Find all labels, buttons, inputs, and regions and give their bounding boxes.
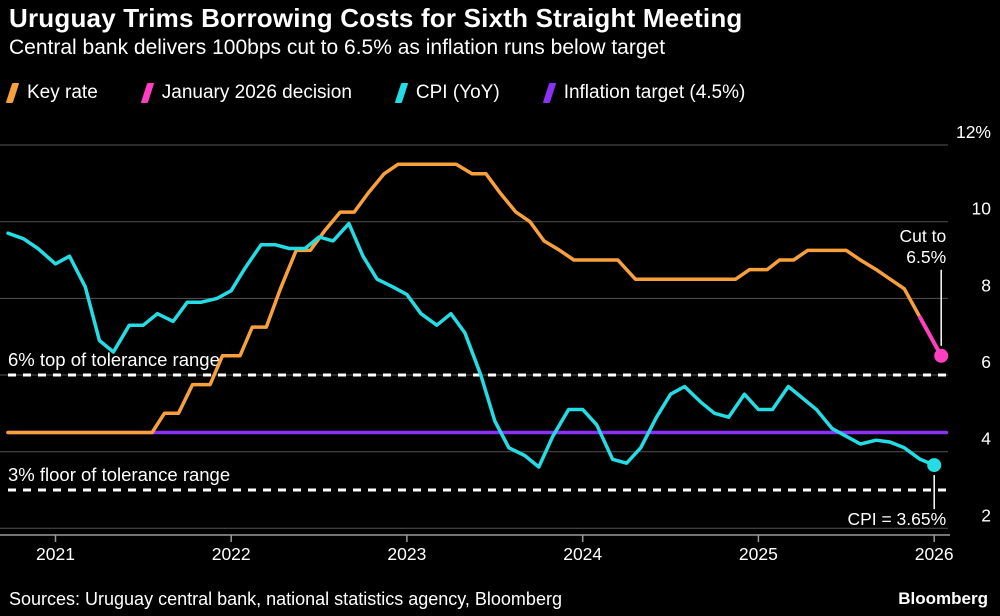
legend-marker-icon — [542, 83, 556, 103]
y-axis-tick-label: 6 — [981, 352, 991, 372]
chart-canvas: 12% 10 8 6 4 2 6% top of tolerance range 3% flo… — [0, 122, 992, 564]
legend-item-cpi-yoy: CPI (YoY) — [394, 82, 500, 104]
series-end-dot-cpi-yoy — [927, 458, 942, 473]
x-axis-tick-label: 2022 — [212, 544, 251, 564]
sources-text: Sources: Uruguay central bank, national … — [9, 589, 562, 609]
tolerance-line-label: 3% floor of tolerance range — [8, 464, 230, 485]
legend-marker-icon — [140, 83, 155, 103]
x-axis-tick-label: 2023 — [387, 544, 426, 564]
legend-marker-icon — [394, 83, 409, 103]
bloomberg-logo: Bloomberg — [898, 589, 988, 608]
legend-label: Key rate — [27, 82, 98, 103]
legend-item-january-2026-decision: January 2026 decision — [140, 82, 352, 104]
series-line-key-rate — [6, 162, 922, 435]
annotation-text: 6.5% — [906, 247, 946, 267]
x-axis-tick-label: 2025 — [739, 544, 778, 564]
legend-label: January 2026 decision — [161, 82, 352, 103]
series-end-dot-january-2026-decision — [934, 348, 949, 363]
y-axis-tick-label: 8 — [981, 275, 991, 295]
series-line-cpi-yoy — [6, 221, 936, 469]
legend-marker-icon — [5, 83, 20, 103]
y-axis-tick-label: 2 — [981, 505, 991, 525]
y-axis-tick-label: 10 — [972, 199, 992, 219]
legend-label: CPI (YoY) — [415, 82, 500, 103]
x-axis-tick-label: 2026 — [915, 544, 954, 564]
legend-item-inflation-target: Inflation target (4.5%) — [542, 82, 746, 104]
legend: Key rate January 2026 decision CPI (YoY)… — [5, 82, 746, 104]
annotation-text: CPI = 3.65% — [847, 509, 946, 529]
page-subtitle: Central bank delivers 100bps cut to 6.5%… — [9, 36, 666, 59]
x-axis-tick-label: 2021 — [36, 544, 75, 564]
annotation-text: Cut to — [899, 226, 946, 246]
y-axis-tick-label: 4 — [981, 429, 991, 449]
y-axis-tick-label: 12% — [956, 122, 991, 142]
x-axis-tick-label: 2024 — [563, 544, 602, 564]
page-title: Uruguay Trims Borrowing Costs for Sixth … — [9, 3, 743, 33]
tolerance-line-label: 6% top of tolerance range — [8, 349, 220, 370]
series-line-january-2026-decision — [918, 315, 944, 358]
legend-item-key-rate: Key rate — [5, 82, 98, 104]
legend-label: Inflation target (4.5%) — [563, 82, 746, 103]
